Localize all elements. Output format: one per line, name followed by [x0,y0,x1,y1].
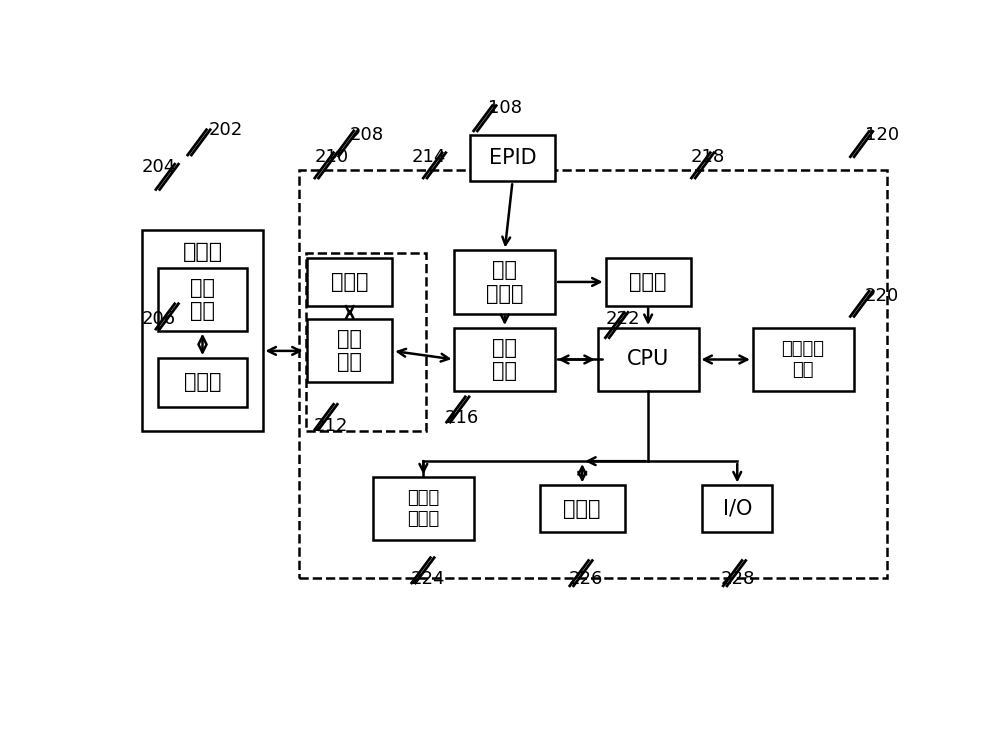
Bar [373,477,474,540]
Text: 射野剂量
测定: 射野剂量 测定 [782,340,825,379]
Text: 数据库: 数据库 [184,372,221,392]
Text: 存储器: 存储器 [331,272,368,292]
Text: 治疗
计划: 治疗 计划 [337,329,362,372]
Text: CPU: CPU [627,349,669,369]
Text: 220: 220 [865,287,899,305]
Text: 216: 216 [445,409,479,427]
Bar [142,231,263,431]
Bar [299,170,887,577]
Bar [702,486,772,533]
Text: 202: 202 [209,121,243,139]
Text: 照射束
控制器: 照射束 控制器 [407,489,440,528]
Text: 存储器: 存储器 [629,272,667,292]
Text: 显示器: 显示器 [564,499,601,519]
Bar [470,136,555,181]
Bar [307,319,392,383]
Text: 108: 108 [488,99,522,117]
Text: 214: 214 [412,148,446,166]
Text: 206: 206 [142,310,176,328]
Text: 实时
评估: 实时 评估 [492,338,517,381]
Bar [540,486,625,533]
Text: 228: 228 [720,570,755,588]
Bar [158,358,247,407]
Text: 226: 226 [568,570,603,588]
Bar [598,328,698,391]
Text: 222: 222 [606,310,640,328]
Bar [158,268,247,330]
Bar [306,253,426,431]
Text: 224: 224 [410,570,445,588]
Bar [454,328,555,391]
Bar [454,251,555,313]
Text: 208: 208 [350,127,384,145]
Bar [606,258,691,306]
Bar [753,328,854,391]
Bar [307,258,392,306]
Text: EPID: EPID [489,148,536,169]
Text: 服务器: 服务器 [182,242,223,262]
Text: I/O: I/O [723,499,752,519]
Text: 图像
处理器: 图像 处理器 [486,260,524,304]
Text: 218: 218 [691,148,725,166]
Text: 210: 210 [315,148,349,166]
Text: 212: 212 [313,416,348,435]
Text: 120: 120 [865,127,899,145]
Text: 剂量
预测: 剂量 预测 [190,278,215,321]
Text: 204: 204 [142,158,176,176]
